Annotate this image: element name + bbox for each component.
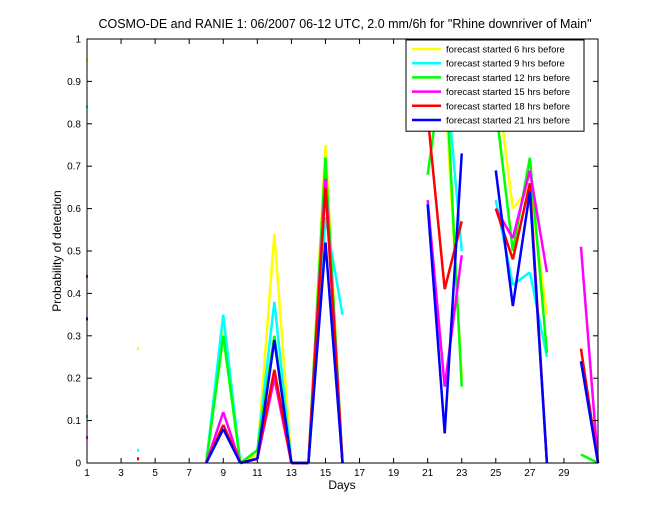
series-6-segment <box>307 242 327 464</box>
series-6-segment <box>222 428 242 464</box>
y-tick-label: 0.3 <box>67 331 81 342</box>
legend-label: forecast started 6 hrs before <box>446 45 565 56</box>
x-tick-label: 5 <box>152 468 158 479</box>
legend-label: forecast started 21 hrs before <box>446 116 570 127</box>
x-tick-label: 21 <box>422 468 434 479</box>
y-tick-label: 0.5 <box>67 247 81 258</box>
x-tick-label: 27 <box>524 468 536 479</box>
series-3-segment <box>580 453 599 465</box>
x-tick-label: 9 <box>220 468 226 479</box>
series-4-segment <box>443 255 463 387</box>
series-6-segment <box>256 339 276 459</box>
x-tick-label: 13 <box>286 468 298 479</box>
legend-label: forecast started 18 hrs before <box>446 101 570 112</box>
y-tick-label: 0 <box>75 459 81 470</box>
series-5-segment <box>511 182 532 260</box>
y-tick-label: 0.6 <box>67 204 81 215</box>
y-tick-label: 0.7 <box>67 162 81 173</box>
series-6-segment <box>205 428 225 464</box>
x-tick-label: 19 <box>388 468 400 479</box>
series-3-segment <box>239 449 259 465</box>
legend-label: forecast started 9 hrs before <box>446 59 565 70</box>
y-tick-label: 0.9 <box>67 77 81 88</box>
x-tick-label: 25 <box>490 468 502 479</box>
y-tick-label: 0.8 <box>67 119 81 130</box>
series-3-segment <box>204 335 225 464</box>
series-6-segment <box>273 339 293 464</box>
x-tick-label: 11 <box>252 468 263 479</box>
series-6-segment <box>511 191 532 307</box>
series-layer <box>86 46 600 465</box>
y-tick-label: 0.1 <box>67 416 81 427</box>
series-6-segment <box>528 191 549 464</box>
series-6 <box>86 153 600 465</box>
legend-label: forecast started 12 hrs before <box>446 73 570 84</box>
series-6-segment <box>443 153 463 434</box>
chart-title: COSMO-DE and RANIE 1: 06/2007 06-12 UTC,… <box>98 17 591 31</box>
series-5-segment <box>443 221 463 290</box>
series-5-segment <box>426 115 446 290</box>
legend-label: forecast started 15 hrs before <box>446 87 570 98</box>
x-tick-label: 7 <box>186 468 192 479</box>
series-4-segment <box>528 170 549 273</box>
series-6-segment <box>426 204 446 434</box>
x-tick-label: 17 <box>354 468 366 479</box>
series-6-segment <box>494 170 515 307</box>
series-4-segment <box>511 170 532 239</box>
y-axis-label: Probability of detection <box>50 190 64 311</box>
series-6-segment <box>324 242 344 464</box>
x-tick-label: 29 <box>558 468 570 479</box>
x-tick-label: 3 <box>118 468 124 479</box>
legend-box <box>405 39 585 132</box>
y-tick-label: 1 <box>75 35 81 46</box>
series-6-segment <box>579 361 600 464</box>
series-3-segment <box>222 335 242 464</box>
y-tick-label: 0.2 <box>67 374 81 385</box>
y-tick-label: 0.4 <box>67 289 81 300</box>
x-tick-label: 23 <box>456 468 468 479</box>
legend: forecast started 6 hrs before forecast st… <box>405 39 585 132</box>
series-4-segment <box>579 246 600 464</box>
x-tick-label: 15 <box>320 468 332 479</box>
x-axis-label: Days <box>328 478 355 492</box>
series-6-segment <box>239 457 258 465</box>
x-tick-label: 1 <box>84 468 90 479</box>
